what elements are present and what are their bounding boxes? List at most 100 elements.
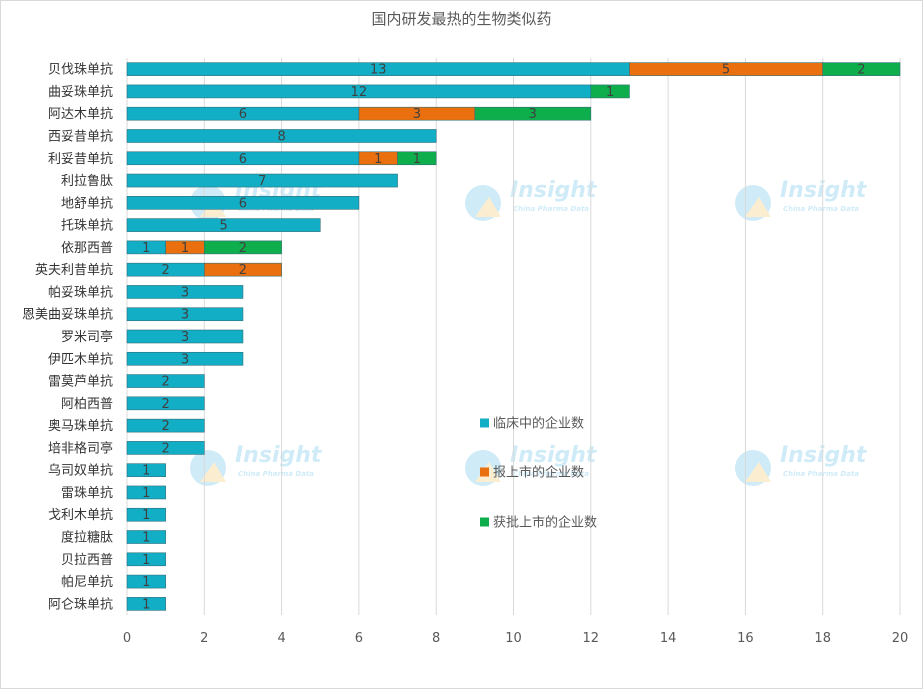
watermark: Insight China Pharma Data (465, 178, 598, 221)
bar-value-label: 1 (142, 597, 150, 612)
bar-value-label: 2 (857, 63, 865, 78)
category-label: 利妥昔单抗 (48, 152, 113, 167)
bar-value-label: 3 (413, 107, 421, 122)
watermarks: Insight China Pharma Data Insight China Pha… (190, 178, 868, 486)
bar-value-label: 1 (142, 553, 150, 568)
category-label: 雷珠单抗 (61, 486, 113, 501)
bar-segment (126, 285, 244, 299)
x-tick-label: 12 (583, 631, 600, 646)
category-label: 曲妥珠单抗 (48, 85, 113, 100)
legend-swatch (480, 517, 489, 527)
bar-value-label: 3 (181, 352, 189, 367)
category-label: 利拉鲁肽 (61, 174, 113, 189)
bar-segment (126, 441, 205, 455)
bar-segment (126, 173, 398, 188)
watermark-triangle-icon (745, 197, 771, 217)
category-label: 罗米司亭 (61, 329, 113, 345)
watermark: Insight China Pharma Data (735, 443, 868, 486)
bar-value-label: 2 (162, 263, 170, 278)
bar-segment (126, 530, 166, 544)
bar-value-label: 1 (606, 85, 614, 100)
bar-segment (822, 62, 901, 76)
bar-segment (590, 84, 630, 99)
bar-segment (474, 106, 592, 121)
legend-label: 报上市的企业数 (493, 465, 584, 481)
watermark-triangle-icon (475, 197, 501, 217)
bar-segment (126, 129, 437, 143)
category-label: 英夫利昔单抗 (35, 263, 113, 278)
bar-value-label: 1 (374, 152, 382, 167)
category-label: 地舒单抗 (61, 196, 113, 211)
category-label: 戈利木单抗 (48, 508, 113, 523)
legend-swatch (480, 418, 489, 428)
watermark-logo-icon (735, 450, 771, 486)
bar-value-label: 6 (239, 152, 247, 167)
grid-lines (126, 58, 901, 615)
chart-title: 国内研发最热的生物类似药 (371, 10, 552, 28)
bar-segment (126, 574, 166, 589)
legend-item: 临床中的企业数 (480, 416, 584, 432)
watermark-logo-icon (190, 450, 226, 486)
bar-value-label: 6 (239, 196, 247, 211)
legend-label: 获批上市的企业数 (493, 515, 597, 531)
bar-value-label: 1 (142, 531, 150, 546)
category-label: 贝拉西普 (61, 553, 113, 568)
x-tick-label: 10 (505, 631, 522, 646)
x-tick-label: 20 (892, 631, 909, 646)
category-label: 雷莫芦单抗 (48, 375, 113, 390)
bar-value-label: 3 (181, 308, 189, 323)
bar-segment (126, 196, 360, 210)
watermark-text: Insight (235, 443, 323, 468)
bar-value-label: 5 (219, 219, 227, 234)
category-label: 度拉糖肽 (61, 530, 113, 546)
watermark: Insight China Pharma Data (190, 443, 323, 486)
bar-segment (126, 552, 166, 567)
watermark-logo-icon (465, 185, 501, 221)
category-label: 培非格司亭 (48, 440, 113, 456)
bar-segment (126, 396, 205, 411)
x-axis-ticks: 0 2 4 6 8 10 12 14 16 18 20 (123, 631, 908, 646)
bar-segment (204, 262, 282, 277)
category-label: 阿仑珠单抗 (48, 597, 113, 612)
bar-segment (126, 307, 244, 322)
watermark-subtext: China Pharma Data (783, 470, 859, 478)
bar-value-label: 1 (142, 575, 150, 590)
bar-value-label: 5 (722, 63, 730, 78)
bar-segment (126, 485, 166, 500)
bar-segment (126, 218, 321, 232)
watermark-subtext: China Pharma Data (783, 205, 859, 213)
bar-segment (126, 374, 205, 388)
x-tick-label: 14 (660, 631, 677, 646)
x-tick-label: 8 (432, 631, 440, 646)
category-label: 依那西普 (61, 241, 113, 256)
category-label: 伊匹木单抗 (48, 352, 113, 367)
legend-swatch (480, 467, 489, 477)
bar-value-label: 1 (142, 508, 150, 523)
bar-value-label: 12 (351, 85, 368, 100)
bar-value-label: 1 (142, 486, 150, 501)
category-label: 西妥昔单抗 (48, 129, 113, 144)
bar-value-label: 1 (413, 152, 421, 167)
bar-value-label: 7 (258, 174, 266, 189)
x-tick-label: 0 (123, 631, 131, 646)
bar-value-label: 8 (277, 129, 285, 144)
x-tick-label: 18 (814, 631, 831, 646)
bar-value-label: 1 (181, 241, 189, 256)
category-label: 奥马珠单抗 (48, 419, 113, 434)
bar-value-label: 2 (162, 441, 170, 456)
bar-value-label: 2 (162, 419, 170, 434)
category-label: 托珠单抗 (61, 219, 113, 234)
watermark-subtext: China Pharma Data (513, 470, 589, 478)
watermark-text: Insight (510, 178, 598, 203)
bar-value-label: 2 (239, 241, 247, 256)
category-label: 阿达木单抗 (48, 107, 113, 122)
category-label: 帕尼单抗 (61, 575, 113, 590)
category-label: 阿柏西普 (61, 397, 113, 412)
legend-item: 获批上市的企业数 (480, 515, 597, 531)
watermark-logo-icon (735, 185, 771, 221)
bar-segment (126, 329, 244, 344)
bar-segment (126, 418, 205, 433)
bar-segment (204, 240, 282, 255)
bar-segment (126, 463, 166, 477)
